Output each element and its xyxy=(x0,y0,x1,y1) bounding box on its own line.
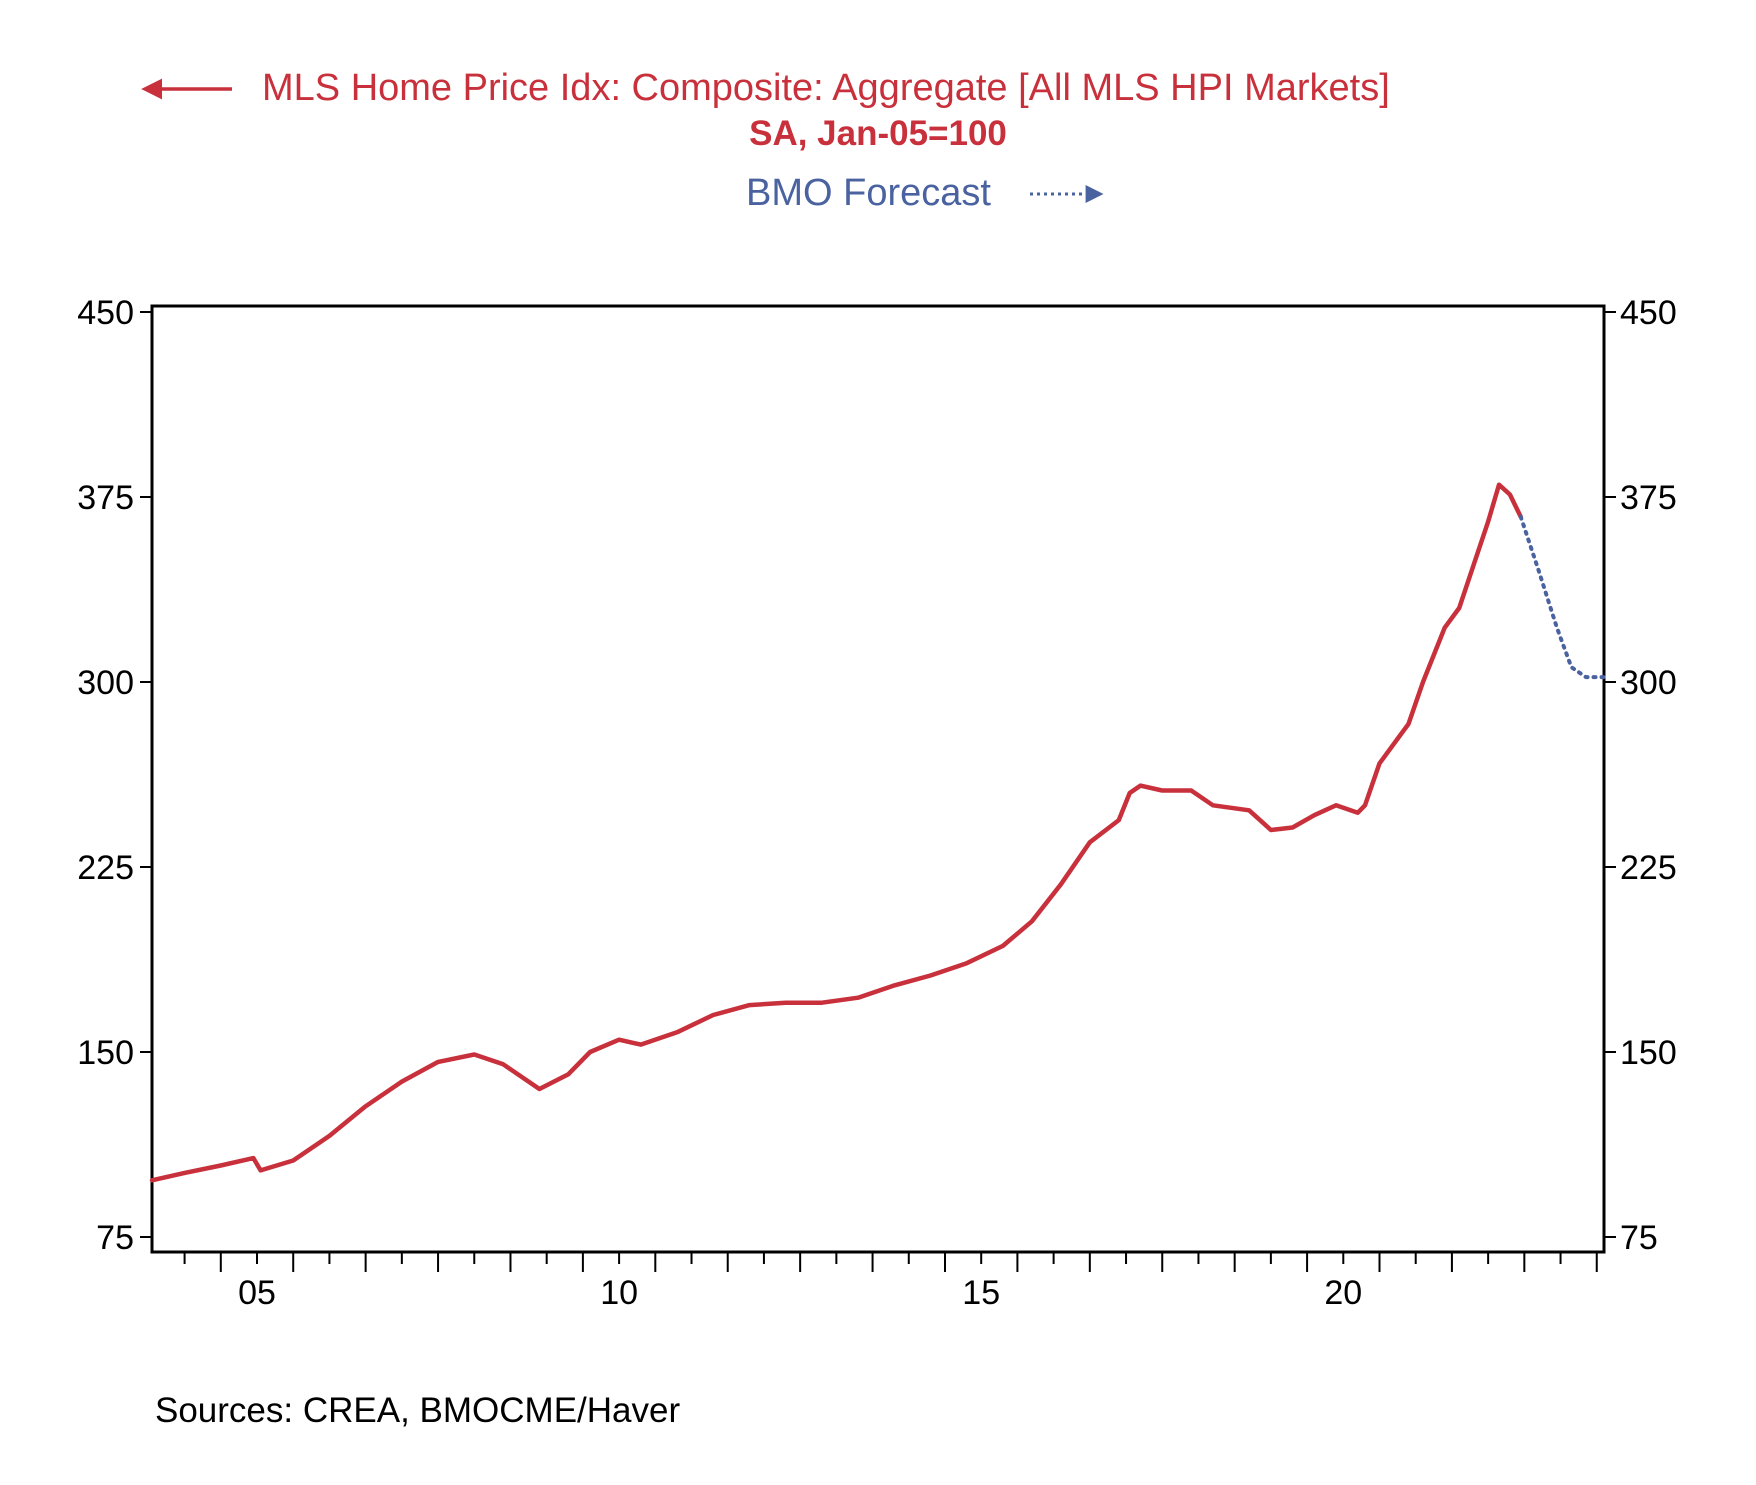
y-left-tick-label: 225 xyxy=(77,849,134,887)
series-layer xyxy=(149,482,1606,1183)
y-right-tick-label: 450 xyxy=(1620,294,1677,332)
y-right-tick-label: 300 xyxy=(1620,664,1677,702)
x-axis: 05 10 15 20 xyxy=(183,1252,1598,1312)
y-left-tick-label: 375 xyxy=(77,479,134,517)
forecast-series-line xyxy=(1518,514,1606,680)
y-left-tick-label: 75 xyxy=(96,1219,134,1257)
actual-series-line xyxy=(149,482,1523,1183)
x-tick-label: 05 xyxy=(238,1274,276,1312)
y-axis-right: 75 150 225 300 375 450 xyxy=(1604,294,1677,1257)
x-tick-label: 10 xyxy=(600,1274,638,1312)
source-note: Sources: CREA, BMOCME/Haver xyxy=(155,1391,680,1430)
plot-frame xyxy=(150,304,1606,1254)
x-tick-label: 20 xyxy=(1324,1274,1362,1312)
y-right-tick-label: 150 xyxy=(1620,1034,1677,1072)
y-right-tick-label: 75 xyxy=(1620,1219,1658,1257)
legend-primary-label: MLS Home Price Idx: Composite: Aggregate… xyxy=(262,67,1390,109)
y-axis-left: 75 150 225 300 375 450 xyxy=(77,294,152,1257)
x-tick-label: 15 xyxy=(962,1274,1000,1312)
y-right-tick-label: 375 xyxy=(1620,479,1677,517)
y-right-tick-label: 225 xyxy=(1620,849,1677,887)
legend: MLS Home Price Idx: Composite: Aggregate… xyxy=(141,67,1390,214)
y-left-tick-label: 150 xyxy=(77,1034,134,1072)
legend-forecast-label: BMO Forecast xyxy=(746,172,991,214)
y-left-tick-label: 450 xyxy=(77,294,134,332)
legend-primary-sub: SA, Jan-05=100 xyxy=(749,114,1007,153)
y-left-tick-label: 300 xyxy=(77,664,134,702)
